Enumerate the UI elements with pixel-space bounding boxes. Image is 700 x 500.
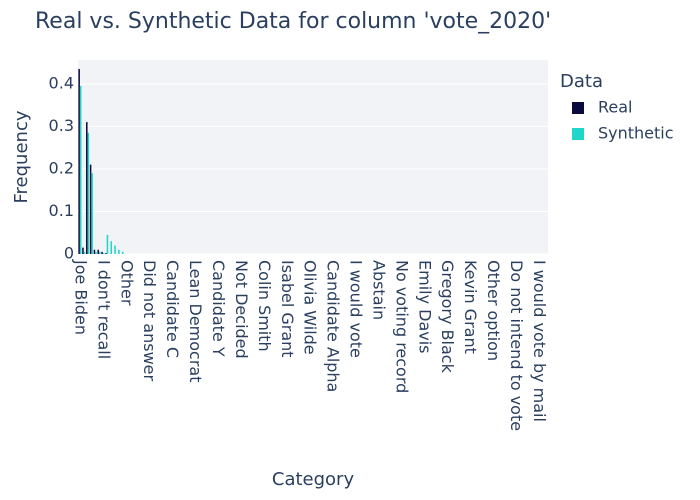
x-tick-label: Abstain [369, 260, 388, 320]
bar [93, 249, 96, 254]
bar [99, 251, 101, 254]
bar [95, 251, 97, 254]
y-tick-label: 0.2 [49, 158, 74, 177]
x-tick-label: Joe Biden [71, 259, 90, 335]
legend-swatch [572, 128, 584, 140]
bar [97, 249, 100, 254]
x-tick-label: I don't recall [94, 260, 113, 359]
x-tick-label: Isabel Grant [278, 260, 297, 358]
x-tick-label: Other option [484, 260, 503, 361]
bar [101, 251, 103, 254]
bar [83, 251, 86, 254]
y-tick-label: 0.3 [49, 116, 74, 135]
legend-title: Data [560, 71, 603, 92]
y-tick-label: 0.4 [49, 73, 74, 92]
bar [105, 253, 107, 254]
bar [118, 249, 120, 254]
x-tick-label: Not Decided [232, 260, 251, 359]
x-tick-label: Candidate Alpha [324, 260, 343, 392]
legend-label: Synthetic [598, 124, 674, 143]
y-tick-label: 0 [64, 244, 74, 263]
bar [82, 247, 84, 254]
x-tick-label: Candidate Y [209, 260, 228, 357]
x-tick-label: Kevin Grant [461, 260, 480, 354]
plot-bg [78, 60, 548, 254]
x-tick-label: Candidate C [163, 260, 182, 358]
x-tick-label: I would vote by mail [530, 260, 549, 422]
bar [78, 68, 80, 255]
x-tick-label: Do not intend to vote [507, 260, 526, 431]
x-tick-label: Other [117, 260, 136, 306]
y-axis-label: Frequency [11, 110, 32, 203]
legend-swatch [572, 102, 584, 114]
x-tick-label: Gregory Black [438, 260, 457, 374]
x-tick-label: Colin Smith [255, 260, 274, 352]
bar [79, 85, 82, 254]
x-tick-label: Emily Davis [415, 260, 434, 354]
bar [91, 173, 93, 254]
x-tick-label: No voting record [392, 260, 411, 393]
x-axis-label: Category [272, 469, 355, 490]
x-tick-label: Did not answer [140, 260, 159, 382]
bar [102, 253, 105, 254]
bar [121, 251, 124, 254]
bar [89, 164, 92, 254]
legend-label: Real [598, 98, 633, 117]
bar [110, 241, 113, 254]
chart-title: Real vs. Synthetic Data for column 'vote… [35, 9, 551, 34]
x-tick-label: Lean Democrat [186, 260, 205, 383]
x-tick-label: Olivia Wilde [301, 260, 320, 355]
x-tick-label: I would vote [347, 260, 366, 358]
y-tick-label: 0.1 [49, 201, 74, 220]
bar [87, 132, 90, 254]
bar [114, 245, 116, 254]
bar [106, 234, 109, 254]
bar [86, 122, 88, 254]
